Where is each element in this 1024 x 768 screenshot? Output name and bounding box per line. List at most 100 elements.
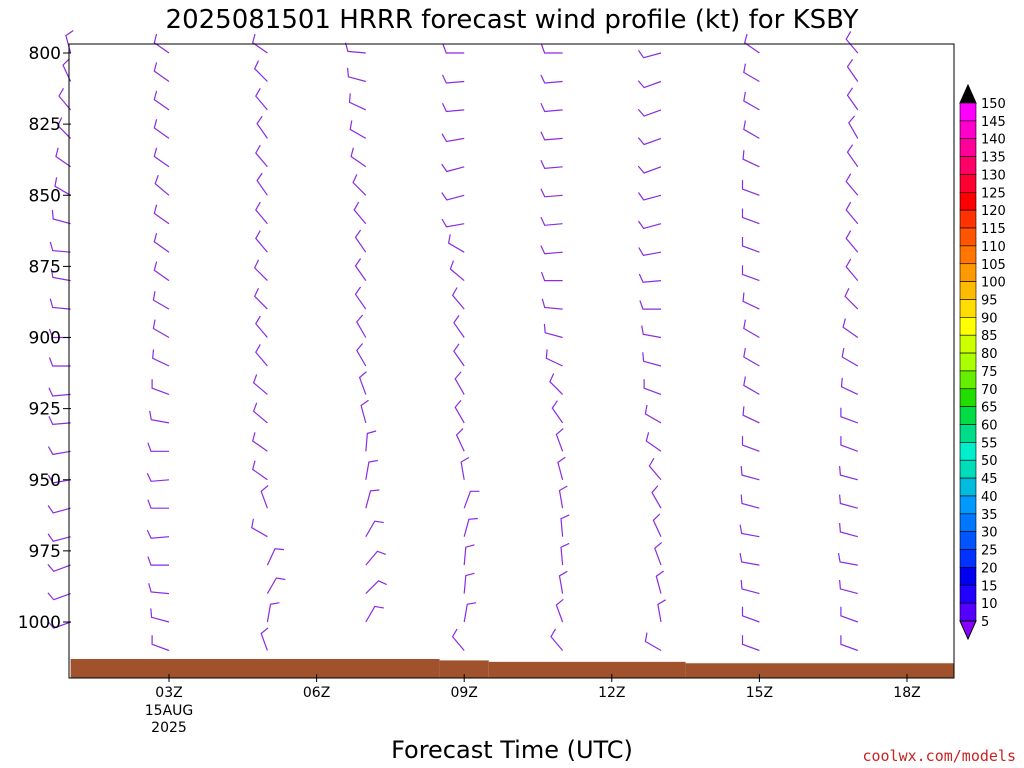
ground-segment [70,658,440,678]
wind-barb [153,261,170,282]
wind-barb [842,318,859,338]
colorbar-label: 30 [981,526,998,541]
wind-barb [148,583,170,595]
wind-barb [840,635,859,652]
colorbar-label: 60 [981,419,998,434]
wind-barb [743,120,760,139]
wind-barb [740,579,760,595]
wind-barb [558,570,568,594]
wind-barb [348,93,367,111]
colorbar-label: 120 [981,204,1006,219]
wind-barb [47,505,71,514]
x-tick-label: 18Z [893,685,920,701]
wind-barb [845,258,859,281]
wind-barb [463,490,480,509]
colorbar-swatch [959,209,977,229]
wind-barb [256,172,268,196]
wind-barb [153,33,170,54]
wind-barb [153,147,170,168]
colorbar-swatch [959,584,977,604]
wind-barb [743,63,760,83]
wind-barb [350,147,367,168]
wind-barb [648,457,662,481]
wind-barb [451,628,465,651]
wind-barb [441,103,465,113]
colorbar-label: 35 [981,508,998,523]
y-tick-label: 950 [29,471,61,491]
wind-barb [540,159,563,170]
wind-barb [560,542,570,566]
colorbar-label: 75 [981,365,998,380]
wind-barb [54,177,71,196]
wind-barb [739,552,760,566]
colorbar-label: 130 [981,168,1006,183]
x-tick-label: 03Z [155,685,182,701]
wind-barb [153,119,170,139]
wind-barb [65,30,74,54]
wind-barb [740,466,760,481]
wind-barb [356,314,367,338]
wind-barb [147,499,169,509]
wind-barb [255,344,268,367]
wind-barb [463,602,477,623]
colorbar-label: 100 [981,276,1006,291]
wind-barb [47,592,71,601]
wind-barb [441,133,465,143]
wind-barb [453,315,465,338]
wind-barb [354,258,367,281]
colorbar-label: 150 [981,97,1006,112]
colorbar-label: 50 [981,454,998,469]
colorbar-swatch [959,192,977,211]
colorbar-swatch [959,263,977,282]
wind-barb [365,580,387,595]
wind-barb [540,188,563,198]
wind-barb [149,410,170,424]
wind-barb [540,44,563,54]
colorbar-swatch [959,495,977,515]
wind-barb [739,524,760,538]
wind-barb [255,230,268,253]
wind-barb [742,150,760,168]
wind-barb [840,436,859,452]
wind-barb [643,379,662,395]
colorbar-swatch [959,334,977,354]
colorbar-label: 45 [981,472,998,487]
colorbar-label: 125 [981,186,1006,201]
wind-barb [255,315,268,338]
colorbar-swatch [959,352,977,372]
wind-barb [365,430,377,452]
wind-barb [153,62,170,82]
wind-barb [260,627,269,651]
wind-barb [839,494,858,509]
wind-barb [253,60,268,82]
colorbar-label: 25 [981,544,998,559]
wind-barb [550,628,564,651]
colorbar-swatch [959,459,977,479]
wind-barb [151,635,170,652]
colorbar-swatch [959,174,977,193]
wind-barb [266,548,285,566]
wind-barbs-layer [47,30,859,652]
wind-barb [451,287,465,310]
wind-barb [540,216,563,226]
colorbar-swatch [959,477,977,497]
colorbar-top-arrow [959,83,977,104]
wind-barb [150,608,170,623]
y-tick-label: 900 [29,329,61,349]
wind-barb [365,520,384,537]
wind-barb [845,230,859,253]
wind-barb [441,192,465,201]
wind-barb [47,446,71,456]
colorbar-swatch [959,317,977,336]
wind-barb [153,204,170,225]
y-tick-label: 825 [29,115,61,135]
wind-barb [741,265,760,282]
colorbar-swatch [959,424,977,443]
wind-barb [540,74,563,84]
y-tick-label: 1000 [18,613,61,633]
wind-barb [255,88,268,111]
wind-barb [844,287,859,310]
colorbar-swatch [959,138,977,157]
